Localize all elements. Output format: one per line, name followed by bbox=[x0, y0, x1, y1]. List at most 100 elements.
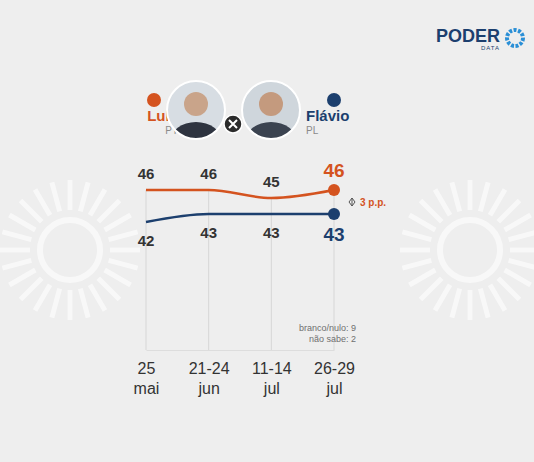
decoration-ray bbox=[509, 232, 534, 240]
decoration-ray bbox=[505, 270, 531, 285]
versus-x bbox=[229, 120, 237, 128]
decoration-ray bbox=[505, 215, 531, 230]
decoration-ray bbox=[421, 201, 442, 222]
photo bbox=[241, 80, 301, 162]
decoration-ray bbox=[452, 289, 460, 318]
data-label: 46 bbox=[323, 160, 344, 181]
decoration-ray bbox=[490, 189, 505, 215]
legend-name: Flávio bbox=[306, 107, 349, 124]
x-tick-label-line: mai bbox=[134, 380, 160, 397]
decoration-ray bbox=[0, 248, 30, 253]
decoration-ray bbox=[498, 201, 519, 222]
data-label: 43 bbox=[263, 224, 280, 241]
decoration-ray bbox=[468, 180, 473, 210]
x-tick-label-line: 11-14 bbox=[252, 360, 292, 377]
decoration-ray bbox=[2, 260, 31, 268]
x-tick-label-line: 25 bbox=[138, 360, 156, 377]
decoration-ring bbox=[440, 220, 500, 280]
x-tick-label: 21-24 jun bbox=[189, 360, 230, 397]
x-tick-label: 25 mai bbox=[134, 360, 160, 397]
chart: PODERDATALulaPTFlávioPL25mai21-24jun11-1… bbox=[0, 0, 534, 462]
x-tick-label: 26-29 jul bbox=[314, 360, 355, 397]
photo-ring bbox=[167, 81, 225, 139]
logo-subtext: DATA bbox=[481, 45, 500, 51]
decoration-ray bbox=[109, 232, 138, 240]
decoration-ray bbox=[480, 182, 488, 211]
x-axis: 25 mai 21-24 jun 11-14 jul 26-29 jul bbox=[134, 350, 355, 397]
decoration-ray bbox=[409, 270, 435, 285]
data-labels: 46 46 45 46 42 43 43 43 bbox=[138, 160, 345, 249]
end-marker bbox=[328, 208, 340, 220]
decoration-ray bbox=[98, 201, 119, 222]
data-label: 43 bbox=[200, 224, 217, 241]
decoration bbox=[400, 180, 534, 320]
decoration-ray bbox=[105, 215, 131, 230]
decoration-ray bbox=[9, 215, 35, 230]
note: branco/nulo: 9 bbox=[299, 323, 356, 333]
x-tick: 11-14 jul bbox=[252, 350, 292, 397]
decoration-ray bbox=[402, 260, 431, 268]
decoration-ray bbox=[402, 232, 431, 240]
background bbox=[0, 0, 534, 462]
end-marker bbox=[328, 184, 340, 196]
photo-body bbox=[245, 122, 297, 162]
x-tick-label-line: jul bbox=[263, 380, 280, 397]
difference-label: 3 p.p. bbox=[360, 197, 386, 208]
decoration-ray bbox=[480, 289, 488, 318]
decoration-ray bbox=[498, 278, 519, 299]
decoration-ray bbox=[90, 285, 105, 311]
x-axis-line bbox=[147, 350, 335, 351]
decoration-ray bbox=[105, 270, 131, 285]
decoration-ray bbox=[35, 285, 50, 311]
legend-party: PL bbox=[306, 125, 319, 136]
logo-icon bbox=[507, 30, 523, 46]
annotations: 3 p.p.branco/nulo: 9não sabe: 2 bbox=[299, 197, 386, 344]
decoration-ring bbox=[40, 220, 100, 280]
legend-dot bbox=[327, 93, 341, 107]
versus-badge bbox=[224, 115, 242, 133]
decoration-ray bbox=[35, 189, 50, 215]
x-tick-label-line: jun bbox=[197, 380, 219, 397]
x-tick: 25 mai bbox=[134, 350, 160, 397]
series-line bbox=[146, 214, 334, 222]
decoration-ray bbox=[52, 182, 60, 211]
decoration-ray bbox=[468, 290, 473, 320]
decoration-ray bbox=[80, 182, 88, 211]
difference-arrowheads bbox=[349, 198, 355, 206]
x-tick-label-line: jul bbox=[325, 380, 342, 397]
decoration-ray bbox=[435, 189, 450, 215]
data-label: 43 bbox=[323, 224, 344, 245]
logo: PODERDATA bbox=[436, 26, 523, 51]
logo-text: PODER bbox=[436, 26, 500, 46]
decoration-ray bbox=[52, 289, 60, 318]
x-tick: 21-24 jun bbox=[189, 350, 230, 397]
decoration-ray bbox=[21, 278, 42, 299]
decoration-ray bbox=[409, 215, 435, 230]
data-label: 42 bbox=[138, 232, 155, 249]
data-label: 46 bbox=[200, 165, 217, 182]
drop-line bbox=[271, 198, 272, 350]
x-tick-label-line: 21-24 bbox=[189, 360, 230, 377]
legend-dot bbox=[147, 93, 161, 107]
decoration-ray bbox=[452, 182, 460, 211]
decoration-ray bbox=[68, 290, 73, 320]
x-tick-label-line: 26-29 bbox=[314, 360, 355, 377]
decoration-ray bbox=[435, 285, 450, 311]
decoration-ray bbox=[510, 248, 534, 253]
data-label: 45 bbox=[263, 173, 280, 190]
decoration-ray bbox=[110, 248, 140, 253]
photo bbox=[166, 80, 226, 162]
decoration-ray bbox=[490, 285, 505, 311]
series-line bbox=[146, 190, 334, 198]
decoration-ray bbox=[400, 248, 430, 253]
x-tick: 26-29 jul bbox=[314, 350, 355, 397]
decoration-ray bbox=[2, 232, 31, 240]
decoration-ray bbox=[90, 189, 105, 215]
data-label: 46 bbox=[138, 165, 155, 182]
decoration bbox=[0, 180, 140, 320]
decoration-ray bbox=[80, 289, 88, 318]
decoration-ray bbox=[68, 180, 73, 210]
decoration-ray bbox=[109, 260, 138, 268]
decoration-ray bbox=[509, 260, 534, 268]
photo-body bbox=[170, 122, 222, 162]
